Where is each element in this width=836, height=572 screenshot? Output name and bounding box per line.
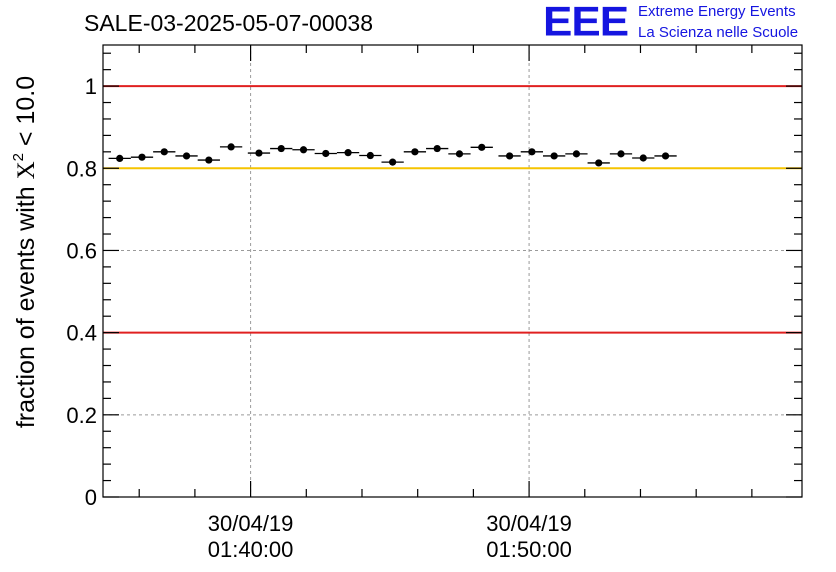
data-point	[277, 144, 285, 153]
data-point	[433, 144, 441, 153]
data-point	[116, 154, 124, 163]
y-axis: 0 0.2 0.4 0.6 0.8 1	[66, 52, 802, 510]
data-points	[108, 143, 677, 167]
data-point	[322, 149, 330, 158]
data-point	[550, 152, 558, 160]
y-tick-label: 0.2	[66, 403, 97, 428]
grid	[103, 45, 802, 497]
data-point	[639, 154, 647, 162]
logo-line-1: Extreme Energy Events	[638, 3, 796, 20]
data-point	[572, 150, 581, 158]
x-tick-label-date: 30/04/19	[208, 511, 294, 536]
data-point	[455, 150, 464, 158]
data-point	[138, 153, 146, 161]
x-tick-label-time: 01:40:00	[208, 537, 294, 562]
data-point	[528, 148, 536, 156]
data-point	[366, 151, 374, 160]
logo-mark: EEE	[543, 0, 629, 45]
y-axis-label-prefix: fraction of events with	[12, 179, 40, 428]
data-point	[505, 152, 514, 160]
y-tick-label: 0	[85, 485, 97, 510]
logo-line-2: La Scienza nelle Scuole	[638, 24, 799, 41]
y-tick-label: 0.8	[66, 156, 97, 181]
chart-title: SALE-03-2025-05-07-00038	[84, 10, 373, 36]
data-point	[617, 150, 625, 158]
y-axis-label-suffix: < 10.0	[12, 76, 40, 153]
data-point	[661, 152, 670, 160]
data-point	[411, 148, 419, 156]
data-point	[205, 156, 213, 164]
plot-frame	[102, 44, 803, 498]
x-tick-label-date: 30/04/19	[486, 511, 572, 536]
y-axis-label: fraction of events with X2 < 10.0	[10, 76, 40, 428]
y-tick-label: 0.4	[66, 321, 97, 346]
y-tick-label: 0.6	[66, 238, 97, 263]
data-point	[255, 149, 263, 157]
data-point	[478, 143, 486, 151]
data-point	[595, 159, 603, 167]
y-tick-label: 1	[85, 74, 97, 99]
y-axis-label-chi: X	[13, 161, 40, 179]
data-point	[227, 143, 235, 151]
x-tick-label-time: 01:50:00	[486, 537, 572, 562]
data-point	[299, 146, 308, 154]
data-point	[344, 149, 352, 157]
eee-logo: EEE Extreme Energy Events La Scienza nel…	[543, 0, 833, 46]
data-point	[389, 158, 397, 166]
y-axis-label-exponent: 2	[10, 153, 27, 161]
data-point	[182, 152, 191, 160]
reference-lines	[103, 85, 802, 334]
data-point	[160, 148, 168, 156]
